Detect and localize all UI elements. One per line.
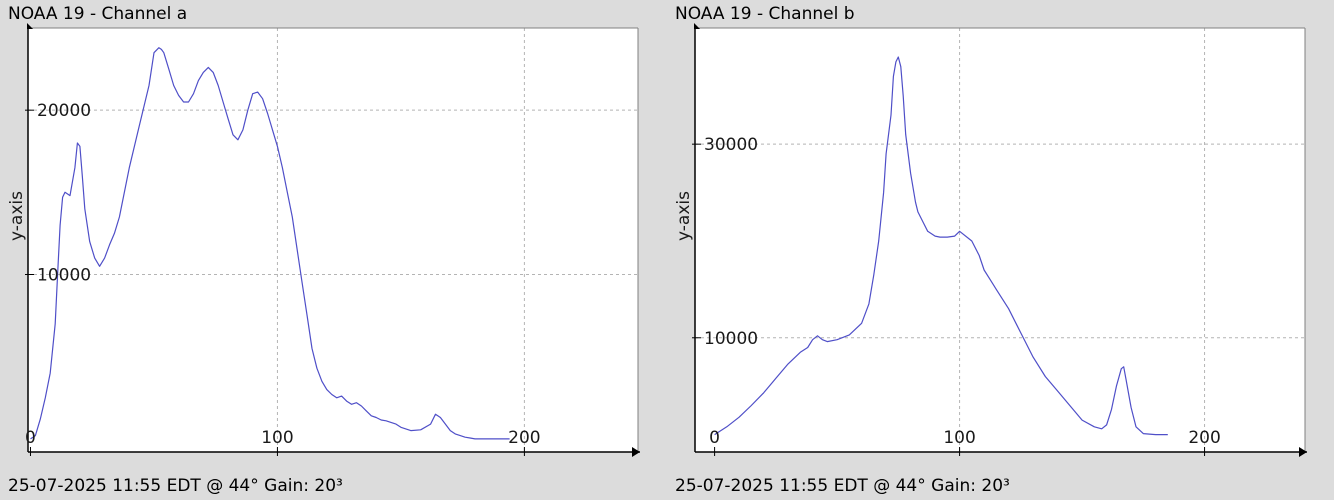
- chart-panel-channel-a: NOAA 19 - Channel a 0 100 200 10000 20000 y-a…: [0, 0, 660, 500]
- y-axis-arrow: [27, 23, 33, 29]
- x-tick-label: 200: [508, 428, 540, 448]
- series-line: [714, 56, 1168, 436]
- plot-area: [28, 28, 638, 452]
- y-tick-label: 30000: [704, 135, 758, 155]
- chart-plot: 0 100 200 10000 30000 y-axis: [674, 23, 1307, 457]
- y-axis-label: y-axis: [7, 191, 27, 241]
- chart-panel-channel-b: NOAA 19 - Channel b 0 100 200 10000 30000 y-a…: [667, 0, 1327, 500]
- x-axis-arrow: [1299, 447, 1307, 457]
- y-axis-label: y-axis: [674, 191, 694, 241]
- chart-plot: 0 100 200 10000 20000 y-axis: [7, 23, 640, 457]
- plot-area: [695, 28, 1305, 452]
- y-tick-label: 10000: [37, 266, 91, 286]
- chart-title: NOAA 19 - Channel b: [675, 4, 855, 24]
- y-tick-label: 20000: [37, 101, 91, 121]
- x-tick-label: 100: [261, 428, 293, 448]
- y-axis-arrow: [694, 23, 700, 29]
- chart-footer: 25-07-2025 11:55 EDT @ 44° Gain: 20³: [8, 476, 343, 496]
- x-tick-label: 200: [1188, 428, 1220, 448]
- x-axis-arrow: [632, 447, 640, 457]
- y-tick-label: 10000: [704, 329, 758, 349]
- chart-title: NOAA 19 - Channel a: [8, 4, 188, 24]
- x-tick-label: 100: [943, 428, 975, 448]
- x-tick-label: 0: [25, 428, 36, 448]
- x-tick-label: 0: [709, 428, 720, 448]
- chart-footer: 25-07-2025 11:55 EDT @ 44° Gain: 20³: [675, 476, 1010, 496]
- series-line: [30, 47, 510, 440]
